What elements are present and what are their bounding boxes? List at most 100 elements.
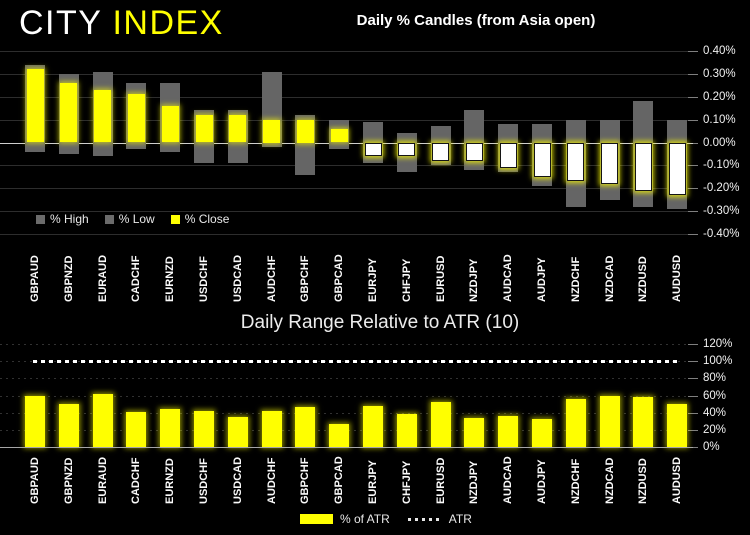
legend-item-pct-atr: % of ATR <box>300 512 390 526</box>
x-axis-label: NZDJPY <box>468 258 481 302</box>
y-axis-label: 0.20% <box>703 90 736 103</box>
legend-label-pct-atr: % of ATR <box>340 512 390 526</box>
x-axis-label: NZDCHF <box>569 458 582 504</box>
candle-close-bar <box>567 142 585 182</box>
candle-close-bar <box>364 142 382 157</box>
atr-percent-bar <box>160 409 181 447</box>
city-index-logo: CITY INDEX <box>19 4 224 43</box>
x-axis-label: USDCHF <box>198 458 210 504</box>
logo-index: INDEX <box>112 4 224 42</box>
atr-percent-bar <box>565 398 586 447</box>
atr-percent-bar <box>261 410 282 447</box>
atr-percent-bar <box>532 418 552 447</box>
x-axis-label: NZDCAD <box>603 457 616 504</box>
candle-close-bar <box>94 89 112 143</box>
y-axis-label: 80% <box>703 372 727 385</box>
x-axis-label: CADCHF <box>130 255 143 302</box>
candles-chart-title: Daily % Candles (from Asia open) <box>356 12 596 29</box>
legend-item-close: % Close <box>170 212 230 226</box>
candles-legend: % High % Low % Close <box>36 212 245 226</box>
x-axis-label: GBPCAD <box>333 254 346 302</box>
gridline <box>0 96 693 98</box>
y-axis-label: -0.10% <box>703 159 740 172</box>
gridline <box>0 234 693 235</box>
x-axis-label: GBPNZD <box>62 457 75 504</box>
atr-percent-bar <box>599 396 620 447</box>
y-axis-label: -0.40% <box>703 228 740 240</box>
candle-close-bar <box>634 142 652 191</box>
atr-percent-bar <box>363 405 383 447</box>
x-axis-label: GBPNZD <box>62 255 75 302</box>
candle-close-bar <box>330 128 348 143</box>
x-axis-label: GBPCHF <box>299 457 312 504</box>
x-axis-label: GBPAUD <box>29 457 41 504</box>
atr-line <box>33 360 677 364</box>
gridline <box>0 73 693 75</box>
x-axis-label: GBPCAD <box>333 456 346 504</box>
candle-range-bar <box>464 110 485 170</box>
y-axis-label: -0.30% <box>703 205 740 218</box>
atr-percent-bar <box>498 416 519 447</box>
low-swatch-icon <box>104 214 114 224</box>
legend-item-low: % Low <box>104 212 155 226</box>
atr-percent-bar <box>464 417 485 447</box>
atr-percent-bar <box>58 404 79 447</box>
x-axis-label: USDCAD <box>231 456 244 504</box>
y-axis-label: 0.10% <box>703 113 736 126</box>
x-axis-label: EURAUD <box>96 254 109 302</box>
x-axis-label: AUDUSD <box>671 254 684 302</box>
gridline <box>0 344 693 345</box>
y-axis-tick <box>688 188 698 190</box>
atr-chart-title: Daily Range Relative to ATR (10) <box>240 312 520 333</box>
x-axis-label: GBPAUD <box>29 255 41 302</box>
y-axis-tick <box>688 447 698 448</box>
x-axis-label: AUDCAD <box>502 456 515 504</box>
logo-city: CITY <box>19 4 103 42</box>
candle-close-bar <box>26 69 44 143</box>
x-axis-label: CHFJPY <box>400 258 413 302</box>
y-axis-tick <box>688 378 698 380</box>
x-axis-label: AUDCAD <box>502 254 515 302</box>
y-axis-tick <box>688 165 698 167</box>
atr-percent-bar <box>295 406 316 447</box>
candle-close-bar <box>668 142 686 196</box>
candle-close-bar <box>60 83 78 143</box>
candle-close-bar <box>432 142 450 161</box>
x-axis-label: AUDJPY <box>536 257 548 302</box>
x-axis-label: EURNZD <box>164 256 177 302</box>
y-axis-label: 0.00% <box>703 136 736 149</box>
y-axis-tick <box>688 412 698 414</box>
candle-close-bar <box>127 94 145 143</box>
y-axis-tick <box>688 361 698 363</box>
candle-close-bar <box>296 119 314 143</box>
atr-percent-bar <box>126 411 147 447</box>
gridline <box>0 378 693 380</box>
y-axis-label: 40% <box>703 406 727 419</box>
x-axis-label: USDCAD <box>231 254 244 302</box>
atr-percent-bar <box>430 402 451 447</box>
y-axis-label: -0.20% <box>703 182 740 195</box>
pct-atr-swatch-icon <box>300 514 333 524</box>
candle-close-bar <box>263 119 281 143</box>
x-axis-label: EURAUD <box>96 456 109 504</box>
x-axis-label: USDCHF <box>198 256 210 302</box>
x-axis-label: NZDCHF <box>569 256 582 302</box>
candle-close-bar <box>533 142 551 177</box>
x-axis-label: NZDUSD <box>637 256 650 302</box>
atr-percent-bar <box>194 410 214 447</box>
x-axis-label: EURJPY <box>367 257 379 302</box>
legend-label-low: % Low <box>118 212 155 226</box>
y-axis-label: 100% <box>703 355 733 368</box>
legend-item-atr: ATR <box>390 512 472 526</box>
legend-label-high: % High <box>50 212 89 226</box>
y-axis-tick <box>688 51 698 52</box>
y-axis-label: 0% <box>703 441 720 453</box>
x-axis-label: CADCHF <box>130 457 143 504</box>
y-axis-tick <box>688 211 698 213</box>
x-axis-label: GBPCHF <box>299 255 312 302</box>
gridline <box>0 211 693 213</box>
high-swatch-icon <box>36 214 45 224</box>
candle-close-bar <box>465 142 483 161</box>
legend-label-close: % Close <box>184 212 230 226</box>
gridline <box>0 395 693 397</box>
